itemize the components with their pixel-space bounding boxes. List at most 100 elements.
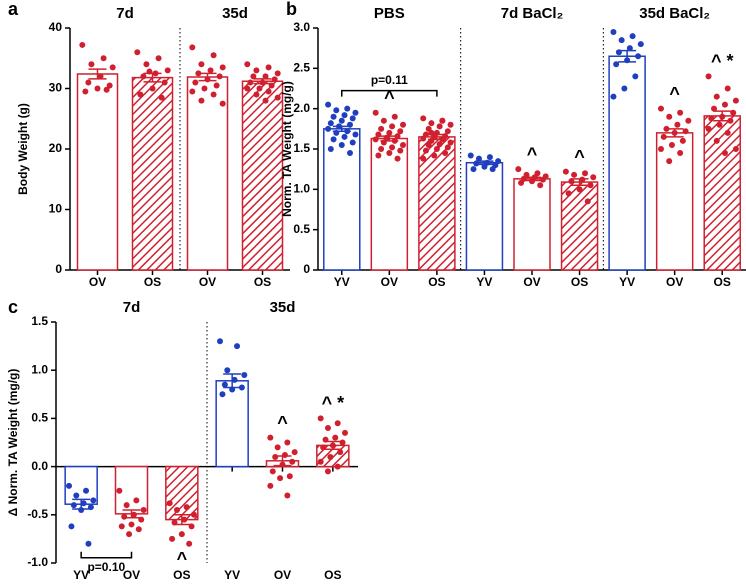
y-tick-label: 1.5 — [31, 314, 48, 328]
data-point — [79, 41, 86, 48]
data-point — [705, 73, 712, 80]
y-axis-label: Δ Norm. TA Weight (mg/g) — [6, 369, 20, 517]
data-point — [400, 121, 407, 128]
data-point — [85, 540, 92, 547]
data-point — [677, 150, 684, 157]
data-point — [613, 61, 620, 68]
error-bar — [198, 72, 217, 82]
data-point — [195, 70, 202, 77]
data-point — [618, 37, 625, 44]
y-tick-label: 0.5 — [31, 411, 48, 425]
data-point — [327, 146, 334, 152]
data-point — [666, 113, 673, 120]
data-point — [372, 136, 379, 143]
error-bar — [523, 176, 541, 182]
significance-mark: ^ — [527, 144, 538, 164]
error-bar — [223, 373, 242, 389]
data-point — [730, 109, 737, 116]
data-point — [324, 425, 331, 432]
data-point — [539, 176, 546, 183]
data-point — [486, 154, 493, 161]
y-tick-label: 3.0 — [293, 20, 310, 34]
data-point — [632, 73, 639, 80]
data-point — [140, 506, 147, 513]
data-point — [431, 152, 438, 159]
y-tick-label: 0.0 — [31, 459, 48, 473]
data-point — [621, 85, 628, 92]
data-point — [189, 88, 196, 95]
group-title: PBS — [374, 5, 405, 22]
data-point — [178, 531, 185, 538]
data-point — [274, 94, 281, 101]
bracket — [80, 551, 133, 559]
data-point — [133, 497, 140, 504]
data-point — [349, 139, 356, 146]
data-point — [565, 190, 572, 197]
data-point — [391, 113, 398, 120]
data-point — [327, 120, 334, 127]
data-point — [90, 497, 97, 504]
data-point — [515, 166, 522, 173]
data-point — [447, 121, 454, 128]
bar — [76, 73, 119, 271]
data-point — [344, 105, 351, 112]
data-point — [181, 516, 188, 523]
data-point — [425, 141, 432, 148]
data-point — [635, 53, 642, 60]
data-point — [265, 88, 272, 95]
data-point — [289, 458, 296, 465]
data-point — [284, 492, 291, 499]
data-point — [250, 73, 257, 80]
data-point — [262, 73, 269, 80]
data-point — [338, 141, 345, 148]
data-point — [247, 79, 254, 86]
data-point — [439, 117, 446, 124]
data-point — [217, 338, 224, 345]
data-point — [207, 67, 214, 74]
data-point — [118, 523, 125, 530]
data-point — [571, 171, 578, 178]
data-point — [186, 540, 193, 547]
data-point — [106, 82, 113, 89]
data-point — [397, 147, 404, 154]
y-axis-label: Norm. TA Weight (mg/g) — [280, 81, 294, 217]
data-point — [128, 521, 135, 528]
data-point — [447, 139, 454, 146]
data-point — [721, 101, 728, 108]
error-bar — [88, 68, 107, 80]
y-tick-label: 10 — [49, 202, 63, 216]
data-point — [436, 123, 443, 130]
x-tick-label: YV — [476, 275, 492, 289]
data-point — [83, 487, 90, 494]
x-tick-label: OS — [324, 568, 341, 582]
data-point — [394, 155, 401, 162]
panel-label: b — [286, 0, 297, 19]
x-tick-label: OS — [254, 275, 271, 289]
data-point — [238, 384, 245, 391]
x-tick-label: OS — [173, 568, 190, 582]
data-point — [349, 115, 356, 122]
data-point — [489, 166, 496, 173]
data-point — [210, 91, 217, 98]
data-point — [422, 147, 429, 154]
data-point — [169, 535, 176, 542]
data-point — [158, 94, 165, 101]
data-point — [732, 146, 739, 152]
data-point — [713, 137, 720, 144]
data-point — [121, 513, 128, 520]
x-tick-label: YV — [224, 568, 240, 582]
data-point — [685, 117, 692, 124]
data-point — [338, 117, 345, 124]
data-point — [587, 182, 594, 189]
panel-label: a — [8, 0, 19, 19]
x-tick-label: OV — [523, 275, 540, 289]
data-point — [467, 152, 474, 159]
data-point — [346, 150, 353, 157]
bar — [655, 132, 694, 271]
data-point — [660, 133, 667, 140]
group-title: 35d — [270, 299, 296, 316]
data-point — [198, 97, 205, 104]
data-point — [333, 107, 340, 114]
data-point — [88, 61, 95, 68]
data-point — [241, 372, 248, 379]
